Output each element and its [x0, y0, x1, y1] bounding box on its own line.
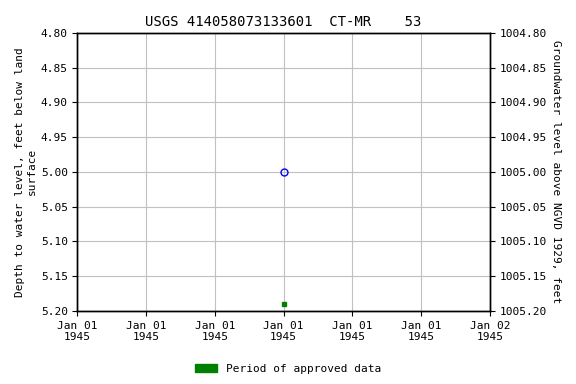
Y-axis label: Groundwater level above NGVD 1929, feet: Groundwater level above NGVD 1929, feet — [551, 40, 561, 303]
Legend: Period of approved data: Period of approved data — [191, 359, 385, 379]
Y-axis label: Depth to water level, feet below land
surface: Depth to water level, feet below land su… — [15, 47, 37, 297]
Title: USGS 414058073133601  CT-MR    53: USGS 414058073133601 CT-MR 53 — [146, 15, 422, 29]
